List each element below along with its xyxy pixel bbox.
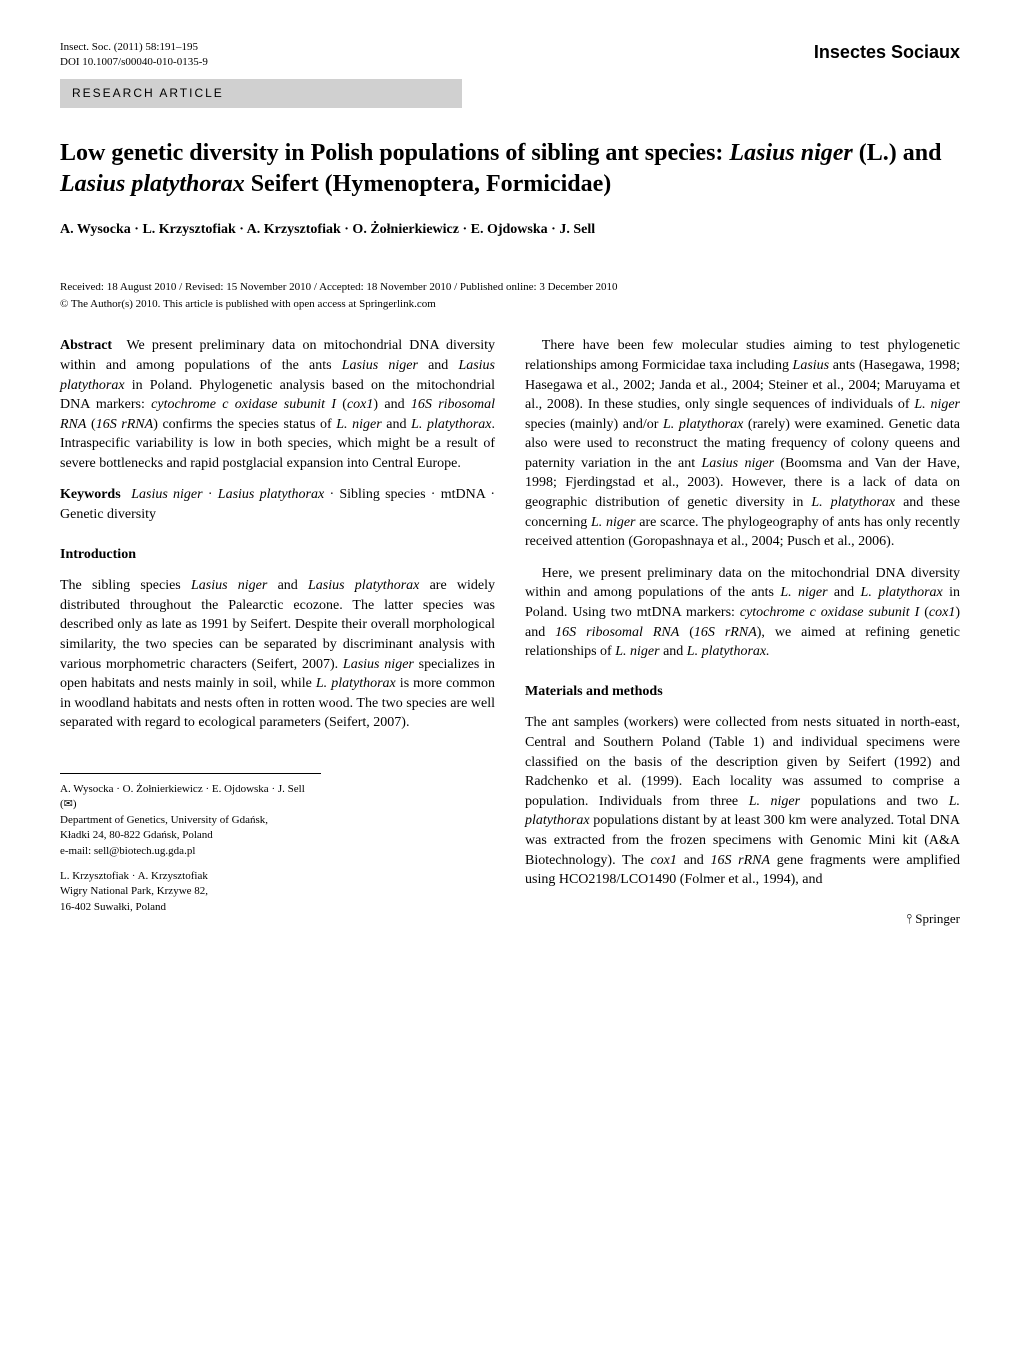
right-column: There have been few molecular studies ai… <box>525 336 960 928</box>
left-column: Abstract We present preliminary data on … <box>60 336 495 928</box>
copyright-line: © The Author(s) 2010. This article is pu… <box>60 297 960 312</box>
journal-reference: Insect. Soc. (2011) 58:191–195 <box>60 40 208 55</box>
journal-brand: Insectes Sociaux <box>814 40 960 71</box>
publisher-logo: ⫯ Springer <box>525 910 960 928</box>
affiliation-2: L. Krzysztofiak · A. KrzysztofiakWigry N… <box>60 869 321 915</box>
header-left: Insect. Soc. (2011) 58:191–195 DOI 10.10… <box>60 40 208 71</box>
article-title: Low genetic diversity in Polish populati… <box>60 138 960 200</box>
abstract-paragraph: Abstract We present preliminary data on … <box>60 336 495 473</box>
introduction-p1: The sibling species Lasius niger and Las… <box>60 576 495 733</box>
abstract-label: Abstract <box>60 338 112 353</box>
body-columns: Abstract We present preliminary data on … <box>60 336 960 928</box>
article-history: Received: 18 August 2010 / Revised: 15 N… <box>60 280 960 295</box>
introduction-heading: Introduction <box>60 545 495 565</box>
affiliations-block: A. Wysocka · O. Żołnierkiewicz · E. Ojdo… <box>60 773 321 915</box>
abstract-text: We present preliminary data on mitochond… <box>60 338 495 471</box>
materials-p1: The ant samples (workers) were collected… <box>525 713 960 889</box>
keywords-label: Keywords <box>60 487 121 502</box>
introduction-p3: Here, we present preliminary data on the… <box>525 564 960 662</box>
running-header: Insect. Soc. (2011) 58:191–195 DOI 10.10… <box>60 40 960 71</box>
keywords-text: Lasius niger · Lasius platythorax · Sibl… <box>60 487 495 522</box>
article-type-label: RESEARCH ARTICLE <box>60 79 462 108</box>
author-list: A. Wysocka · L. Krzysztofiak · A. Krzysz… <box>60 220 960 240</box>
materials-heading: Materials and methods <box>525 682 960 702</box>
affiliation-1: A. Wysocka · O. Żołnierkiewicz · E. Ojdo… <box>60 782 321 859</box>
introduction-p2: There have been few molecular studies ai… <box>525 336 960 552</box>
doi: DOI 10.1007/s00040-010-0135-9 <box>60 55 208 70</box>
keywords-paragraph: Keywords Lasius niger · Lasius platythor… <box>60 485 495 524</box>
